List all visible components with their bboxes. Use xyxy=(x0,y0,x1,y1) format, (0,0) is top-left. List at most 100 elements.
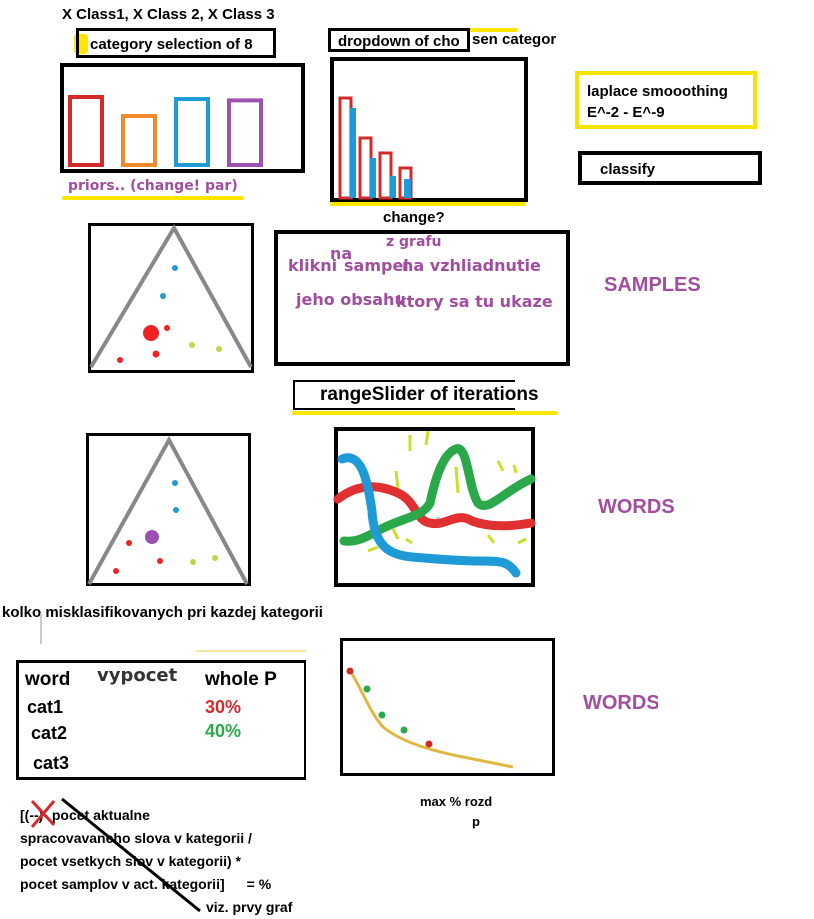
change-label: change? xyxy=(383,209,445,226)
sample-point xyxy=(152,350,160,358)
word-point xyxy=(172,480,178,486)
table-top-rule xyxy=(196,650,306,652)
curve-point xyxy=(400,726,408,734)
note-word-na-vzhliadnutie: na vzhliadnutie xyxy=(402,256,541,275)
range-slider-box[interactable] xyxy=(293,380,515,410)
cross-icon xyxy=(30,799,56,828)
formula-suffix: = % xyxy=(246,876,272,892)
strike-marks xyxy=(30,797,201,913)
formula-line-1-text: - pocet aktualne xyxy=(43,807,150,823)
dropdown-bar-red xyxy=(338,96,353,200)
laplace-smoothing-control[interactable]: laplace smooothing E^-2 - E^-9 xyxy=(575,71,757,129)
words-line-chart[interactable] xyxy=(333,427,536,587)
dropdown-chart-underline xyxy=(330,202,526,206)
dropdown-bar-red xyxy=(358,136,373,200)
word-point xyxy=(190,559,196,565)
max-rozd-curve xyxy=(346,667,514,769)
note-word-klikni: klikni xyxy=(288,256,338,275)
line-series-green xyxy=(339,444,536,546)
table-header-whole: whole P xyxy=(205,669,277,690)
sample-point xyxy=(172,265,178,271)
sample-point-selected xyxy=(143,325,159,341)
samples-simplex-box[interactable] xyxy=(88,223,254,373)
priors-underline xyxy=(62,196,244,200)
simplex-triangle xyxy=(89,223,253,369)
max-rozd-p: p xyxy=(472,814,480,829)
formula-text: [(--)- pocet aktualne spracovavaneho slo… xyxy=(20,804,350,919)
word-point xyxy=(212,555,218,561)
prior-bar-red xyxy=(68,95,104,167)
dropdown-chart[interactable] xyxy=(330,57,528,202)
dropdown-bar-blue xyxy=(390,176,396,198)
dropdown-bar-blue xyxy=(404,179,411,198)
dropdown-label-b: sen categor xyxy=(472,31,557,48)
words-title-1: WORDS xyxy=(598,496,675,518)
misclassified-title: kolko misklasifikovanych pri kazdej kate… xyxy=(2,604,323,621)
curve-point xyxy=(346,667,354,675)
classes-text: X Class1, X Class 2, X Class 3 xyxy=(62,6,275,23)
line-series-red xyxy=(333,482,536,531)
table-header-vypocet: vypocet xyxy=(97,665,178,686)
word-point xyxy=(113,568,119,574)
dropdown-bar-blue xyxy=(370,158,376,198)
note-word-ktory: ktory sa tu ukaze xyxy=(396,292,553,311)
range-slider-label: rangeSlider of iterations xyxy=(320,384,539,405)
word-point xyxy=(126,540,132,546)
note-word-zgrafu: z grafu xyxy=(386,234,442,250)
table-header-word: word xyxy=(25,669,71,690)
decay-line xyxy=(347,668,514,769)
sample-point xyxy=(216,346,222,352)
priors-bars xyxy=(68,95,263,167)
table-cell-name: cat1 xyxy=(27,697,64,717)
dropdown-bar-red xyxy=(378,151,393,200)
laplace-line2: E^-2 - E^-9 xyxy=(587,104,665,121)
samples-title: SAMPLES xyxy=(604,274,701,296)
formula-line-2: spracovavaneho slova v kategorii / xyxy=(20,830,252,846)
prior-bar-orange xyxy=(121,114,157,167)
classify-label: classify xyxy=(600,161,656,178)
table-cell-name: cat2 xyxy=(31,723,68,743)
formula-line-3: pocet vsetkych slov v kategorii) * xyxy=(20,853,241,869)
table-cell-value: 30% xyxy=(205,697,242,717)
classify-button[interactable]: classify xyxy=(578,151,762,185)
words-simplex-box[interactable] xyxy=(86,433,251,586)
curve-point xyxy=(378,711,386,719)
divider-tick xyxy=(40,614,42,644)
sample-point xyxy=(164,325,170,331)
dropdown-bar-blue xyxy=(350,108,356,198)
dropdown-highlight xyxy=(466,28,518,32)
category-selection-label: category selection of 8 xyxy=(90,36,253,53)
words-title-2: WORDS xyxy=(583,692,660,714)
priors-chart[interactable] xyxy=(60,63,305,173)
simplex-triangle xyxy=(87,435,249,585)
words-simplex xyxy=(87,435,249,585)
formula-line-5: viz. prvy graf xyxy=(206,899,293,915)
line-series-blue xyxy=(337,453,521,578)
prior-bar-purple xyxy=(227,98,263,167)
word-point xyxy=(157,558,163,564)
curve-point xyxy=(363,685,371,693)
category-selection-button[interactable]: category selection of 8 xyxy=(76,28,276,58)
word-point xyxy=(173,507,179,513)
strike-line xyxy=(61,797,201,913)
note-word-na: na xyxy=(330,244,353,263)
dropdown-bars xyxy=(338,96,413,200)
prior-bar-blue xyxy=(174,97,210,167)
word-point-selected xyxy=(145,530,159,544)
note-word-sampel: sampel xyxy=(344,256,409,275)
max-rozd-chart[interactable] xyxy=(340,638,555,776)
table-cell-name: cat3 xyxy=(33,753,70,773)
note-word-jeho-obsahu: jeho obsahu xyxy=(296,290,406,309)
table-cell-value: 40% xyxy=(205,721,242,741)
sample-point xyxy=(189,342,195,348)
words-title-2-cover xyxy=(658,688,698,720)
words-lines xyxy=(333,430,536,578)
sample-point xyxy=(160,293,166,299)
dropdown-button[interactable]: dropdown of cho xyxy=(328,28,470,52)
max-rozd-label: max % rozd xyxy=(420,794,493,809)
dropdown-label-a: dropdown of cho xyxy=(338,33,460,50)
sample-detail-panel: klikni na sampel z grafu na vzhliadnutie… xyxy=(274,230,570,366)
sample-point xyxy=(117,357,123,363)
misclassified-table: word vypocet whole P cat1 30% cat2 40% c… xyxy=(16,660,306,780)
curve-point xyxy=(425,740,433,748)
